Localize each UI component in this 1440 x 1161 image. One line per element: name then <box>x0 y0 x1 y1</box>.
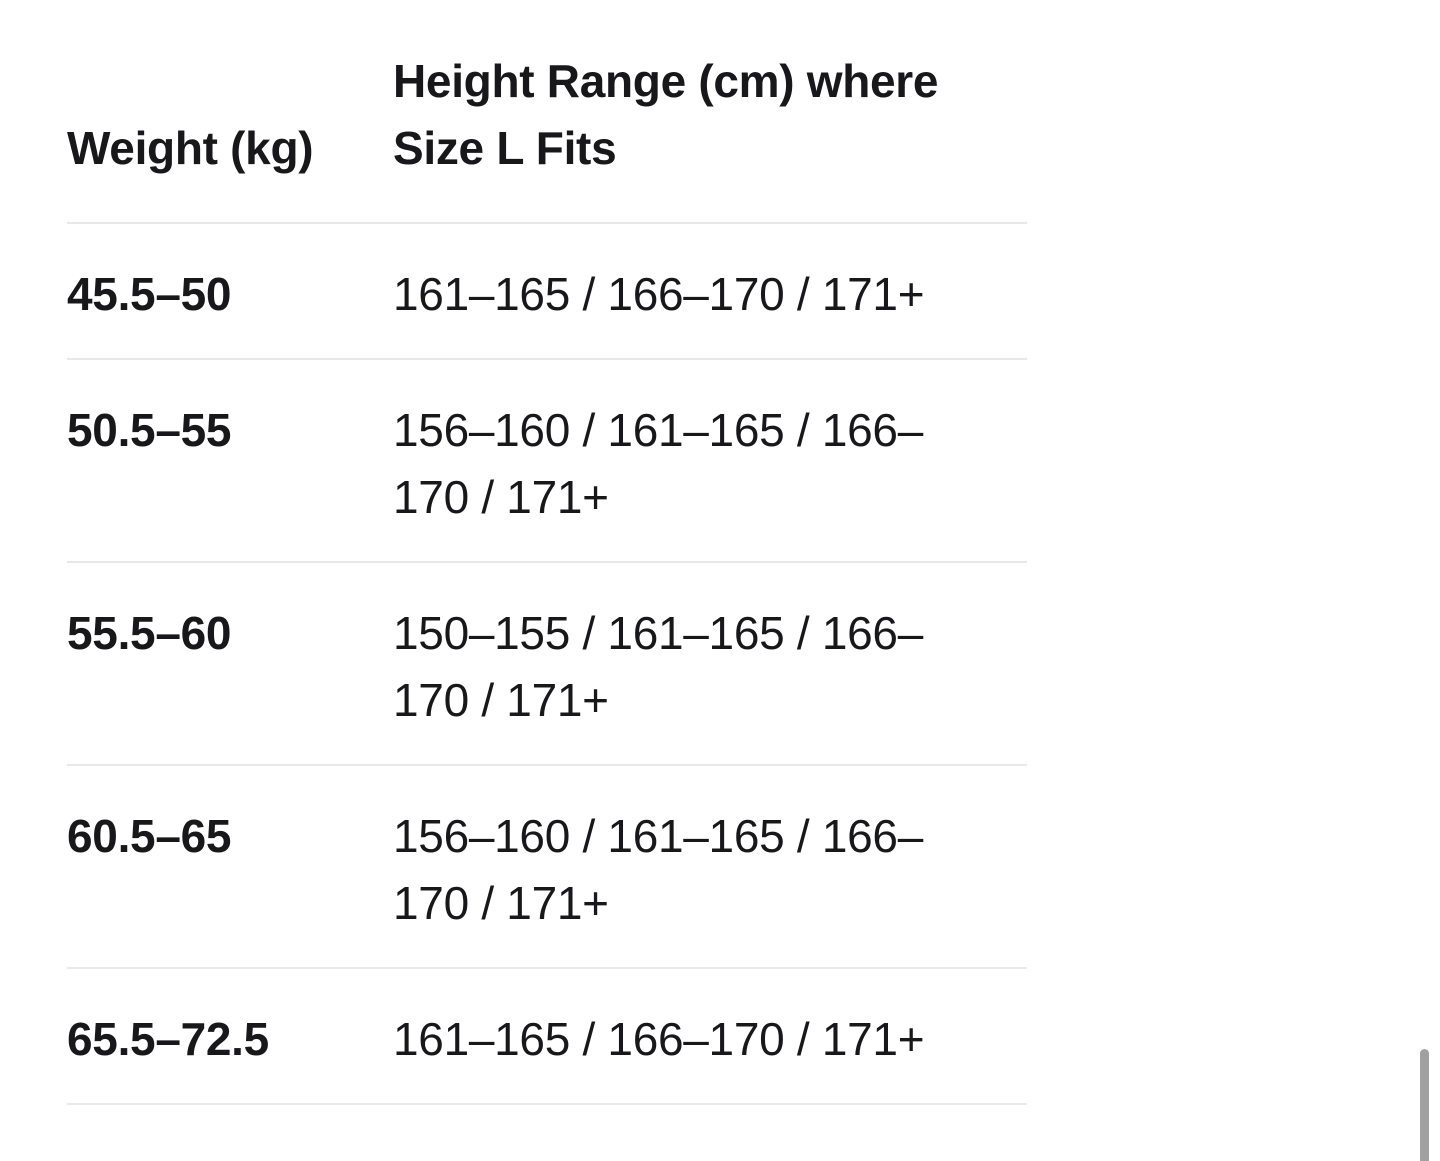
table-header-row: Weight (kg) Height Range (cm) where Size… <box>67 0 1027 224</box>
table-row: 55.5–60 150–155 / 161–165 / 166– 170 / 1… <box>67 562 1027 766</box>
height-range-cell: 156–160 / 161–165 / 166– 170 / 171+ <box>393 765 1027 969</box>
column-header-weight: Weight (kg) <box>67 0 393 224</box>
weight-cell: 50.5–55 <box>67 359 393 563</box>
weight-cell: 60.5–65 <box>67 765 393 969</box>
height-range-cell: 156–160 / 161–165 / 166– 170 / 171+ <box>393 359 1027 563</box>
table-row: 50.5–55 156–160 / 161–165 / 166– 170 / 1… <box>67 359 1027 563</box>
weight-cell: 45.5–50 <box>67 223 393 360</box>
vertical-scrollbar-thumb[interactable] <box>1420 1049 1429 1161</box>
weight-cell: 55.5–60 <box>67 562 393 766</box>
weight-cell: 65.5–72.5 <box>67 968 393 1105</box>
height-range-cell: 150–155 / 161–165 / 166– 170 / 171+ <box>393 562 1027 766</box>
height-range-cell: 161–165 / 166–170 / 171+ <box>393 968 1027 1105</box>
size-fit-table: Weight (kg) Height Range (cm) where Size… <box>67 0 1027 1105</box>
table-row: 45.5–50 161–165 / 166–170 / 171+ <box>67 223 1027 360</box>
height-range-cell: 161–165 / 166–170 / 171+ <box>393 223 1027 360</box>
table-row: 60.5–65 156–160 / 161–165 / 166– 170 / 1… <box>67 765 1027 969</box>
table-row: 65.5–72.5 161–165 / 166–170 / 171+ <box>67 968 1027 1105</box>
column-header-height-range: Height Range (cm) where Size L Fits <box>393 0 1027 224</box>
